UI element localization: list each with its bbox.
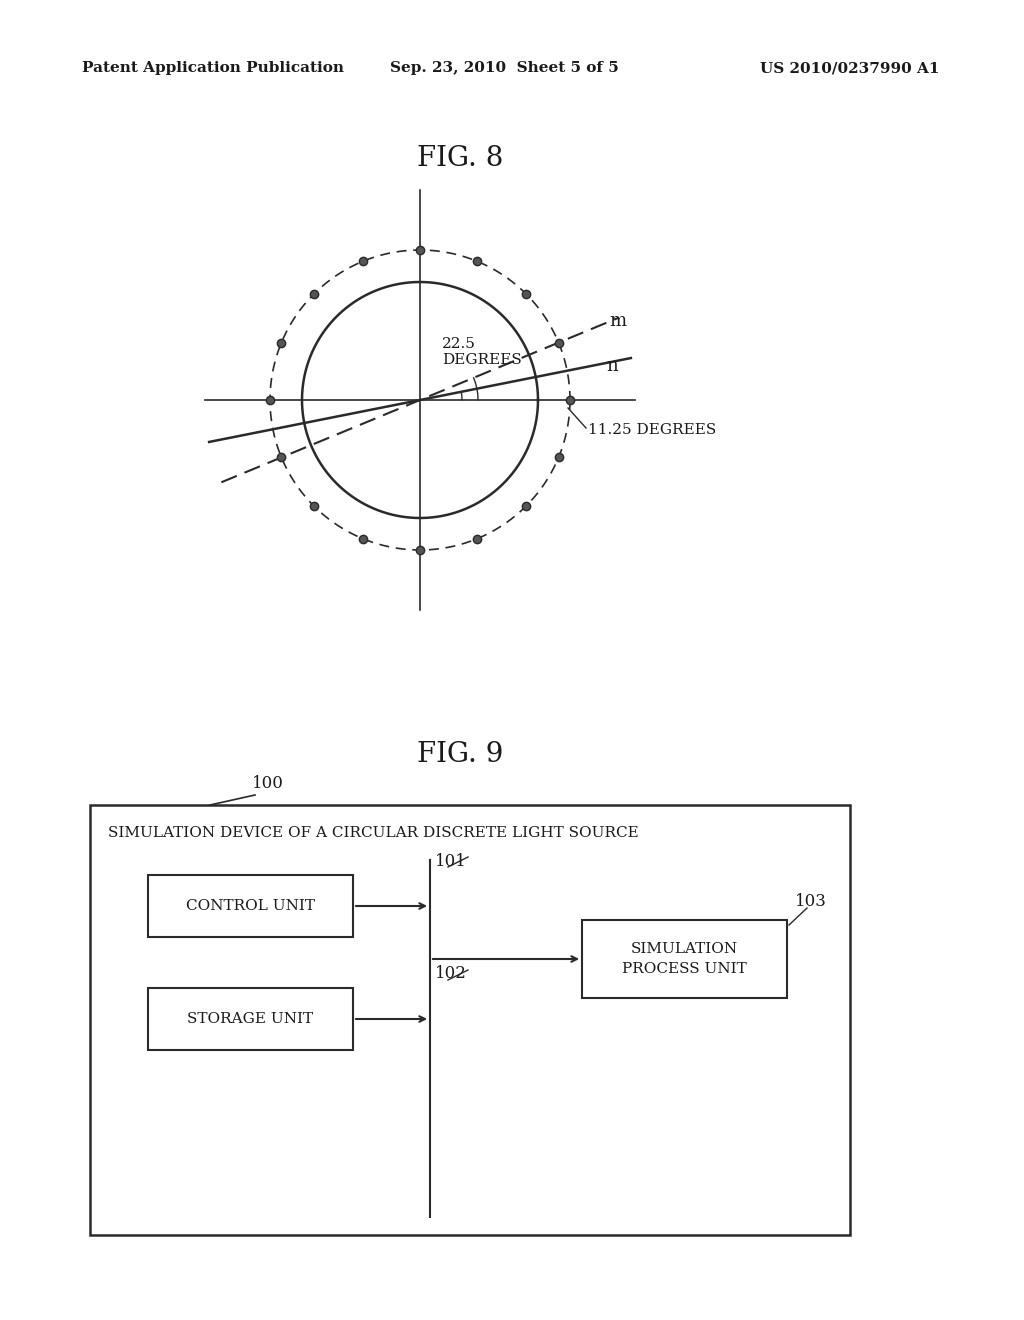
Bar: [148, 987, 353, 1049]
Text: US 2010/0237990 A1: US 2010/0237990 A1: [760, 61, 939, 75]
Text: 11.25 DEGREES: 11.25 DEGREES: [588, 422, 716, 437]
Text: 101: 101: [435, 853, 467, 870]
Bar: [148, 875, 353, 937]
Text: Patent Application Publication: Patent Application Publication: [82, 61, 344, 75]
Text: STORAGE UNIT: STORAGE UNIT: [187, 1012, 313, 1026]
Text: m: m: [609, 313, 627, 330]
Text: 22.5
DEGREES: 22.5 DEGREES: [442, 337, 522, 367]
Text: Sep. 23, 2010  Sheet 5 of 5: Sep. 23, 2010 Sheet 5 of 5: [390, 61, 618, 75]
Text: SIMULATION
PROCESS UNIT: SIMULATION PROCESS UNIT: [623, 942, 746, 975]
Text: CONTROL UNIT: CONTROL UNIT: [186, 899, 315, 913]
Text: FIG. 9: FIG. 9: [417, 742, 503, 768]
Text: FIG. 8: FIG. 8: [417, 144, 503, 172]
Text: n: n: [606, 356, 618, 375]
Text: 100: 100: [252, 775, 284, 792]
Text: 103: 103: [795, 894, 826, 911]
Bar: [582, 920, 787, 998]
Text: SIMULATION DEVICE OF A CIRCULAR DISCRETE LIGHT SOURCE: SIMULATION DEVICE OF A CIRCULAR DISCRETE…: [108, 826, 639, 840]
Text: 102: 102: [435, 965, 467, 982]
Bar: [90, 805, 850, 1236]
